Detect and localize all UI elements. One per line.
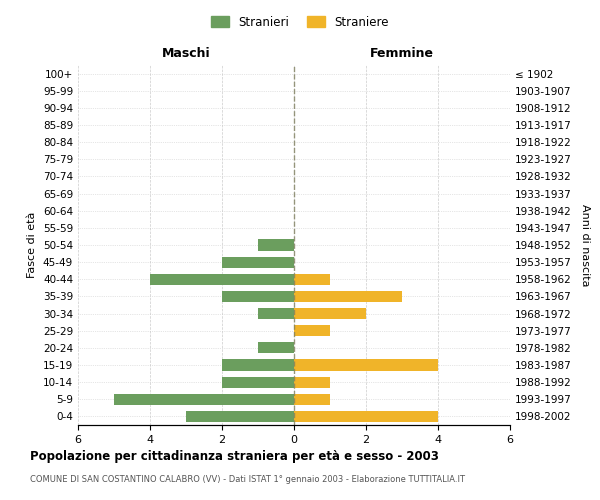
Text: COMUNE DI SAN COSTANTINO CALABRO (VV) - Dati ISTAT 1° gennaio 2003 - Elaborazion: COMUNE DI SAN COSTANTINO CALABRO (VV) - …	[30, 475, 465, 484]
Y-axis label: Anni di nascita: Anni di nascita	[580, 204, 590, 286]
Y-axis label: Fasce di età: Fasce di età	[28, 212, 37, 278]
Text: Popolazione per cittadinanza straniera per età e sesso - 2003: Popolazione per cittadinanza straniera p…	[30, 450, 439, 463]
Bar	[294, 394, 330, 405]
Bar	[294, 360, 438, 370]
Bar	[222, 256, 294, 268]
Bar	[294, 376, 330, 388]
Bar	[258, 342, 294, 353]
Text: Maschi: Maschi	[161, 47, 211, 60]
Bar	[222, 360, 294, 370]
Bar	[150, 274, 294, 285]
Bar	[294, 274, 330, 285]
Bar	[114, 394, 294, 405]
Bar	[294, 325, 330, 336]
Bar	[186, 411, 294, 422]
Bar	[222, 291, 294, 302]
Bar	[258, 240, 294, 250]
Bar	[294, 411, 438, 422]
Bar	[294, 308, 366, 319]
Bar	[294, 291, 402, 302]
Legend: Stranieri, Straniere: Stranieri, Straniere	[206, 11, 394, 34]
Text: Femmine: Femmine	[370, 47, 434, 60]
Bar	[222, 376, 294, 388]
Bar	[258, 308, 294, 319]
